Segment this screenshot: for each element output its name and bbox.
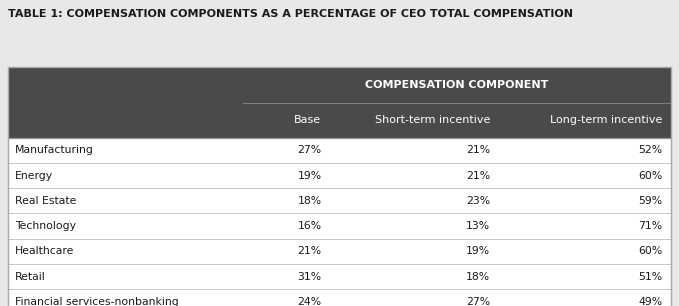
Text: Retail: Retail [15, 271, 45, 282]
Text: 51%: 51% [638, 271, 663, 282]
Text: 71%: 71% [638, 221, 663, 231]
Text: 27%: 27% [466, 297, 490, 306]
Text: TABLE 1: COMPENSATION COMPONENTS AS A PERCENTAGE OF CEO TOTAL COMPENSATION: TABLE 1: COMPENSATION COMPONENTS AS A PE… [8, 9, 573, 19]
Text: 18%: 18% [466, 271, 490, 282]
Text: 27%: 27% [297, 145, 321, 155]
Text: 16%: 16% [297, 221, 321, 231]
Text: 31%: 31% [297, 271, 321, 282]
Text: 13%: 13% [466, 221, 490, 231]
Text: 49%: 49% [638, 297, 663, 306]
Text: Real Estate: Real Estate [15, 196, 76, 206]
Text: 60%: 60% [638, 246, 663, 256]
Text: Long-term incentive: Long-term incentive [550, 115, 663, 125]
Text: Healthcare: Healthcare [15, 246, 74, 256]
Text: 21%: 21% [466, 170, 490, 181]
Text: Manufacturing: Manufacturing [15, 145, 94, 155]
Text: 23%: 23% [466, 196, 490, 206]
Text: 52%: 52% [638, 145, 663, 155]
Text: 21%: 21% [297, 246, 321, 256]
Text: 60%: 60% [638, 170, 663, 181]
Text: 59%: 59% [638, 196, 663, 206]
Text: 24%: 24% [297, 297, 321, 306]
Text: 19%: 19% [466, 246, 490, 256]
Text: COMPENSATION COMPONENT: COMPENSATION COMPONENT [365, 80, 549, 90]
Text: Energy: Energy [15, 170, 53, 181]
Text: 21%: 21% [466, 145, 490, 155]
Text: 18%: 18% [297, 196, 321, 206]
Text: Technology: Technology [15, 221, 76, 231]
Text: Financial services-nonbanking: Financial services-nonbanking [15, 297, 179, 306]
Text: Base: Base [294, 115, 321, 125]
Text: Short-term incentive: Short-term incentive [375, 115, 490, 125]
Text: 19%: 19% [297, 170, 321, 181]
